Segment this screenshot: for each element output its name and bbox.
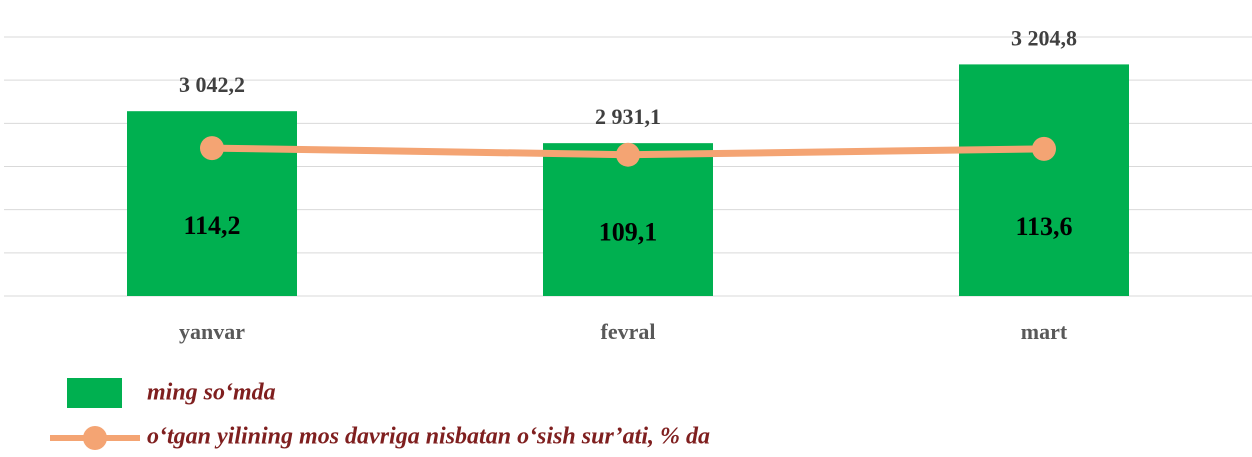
bar xyxy=(959,64,1129,296)
line-value-label: 114,2 xyxy=(183,211,240,240)
x-tick-label: fevral xyxy=(601,319,656,344)
legend-swatch xyxy=(67,378,122,408)
bar xyxy=(543,143,713,296)
x-tick-label: yanvar xyxy=(179,319,245,344)
legend-label: ming so‘mda xyxy=(147,380,276,406)
bar-value-label: 3 204,8 xyxy=(1011,25,1077,50)
line-marker xyxy=(616,142,640,167)
legend-label: o‘tgan yilining mos davriga nisbatan o‘s… xyxy=(147,424,710,450)
bar-value-label: 2 931,1 xyxy=(595,104,661,129)
bar-value-label: 3 042,2 xyxy=(179,72,245,97)
legend-marker xyxy=(83,426,107,450)
line-value-label: 113,6 xyxy=(1015,212,1072,241)
line-marker xyxy=(1032,136,1056,161)
line-marker xyxy=(200,136,224,161)
x-tick-label: mart xyxy=(1021,319,1068,344)
line-value-label: 109,1 xyxy=(599,218,658,247)
